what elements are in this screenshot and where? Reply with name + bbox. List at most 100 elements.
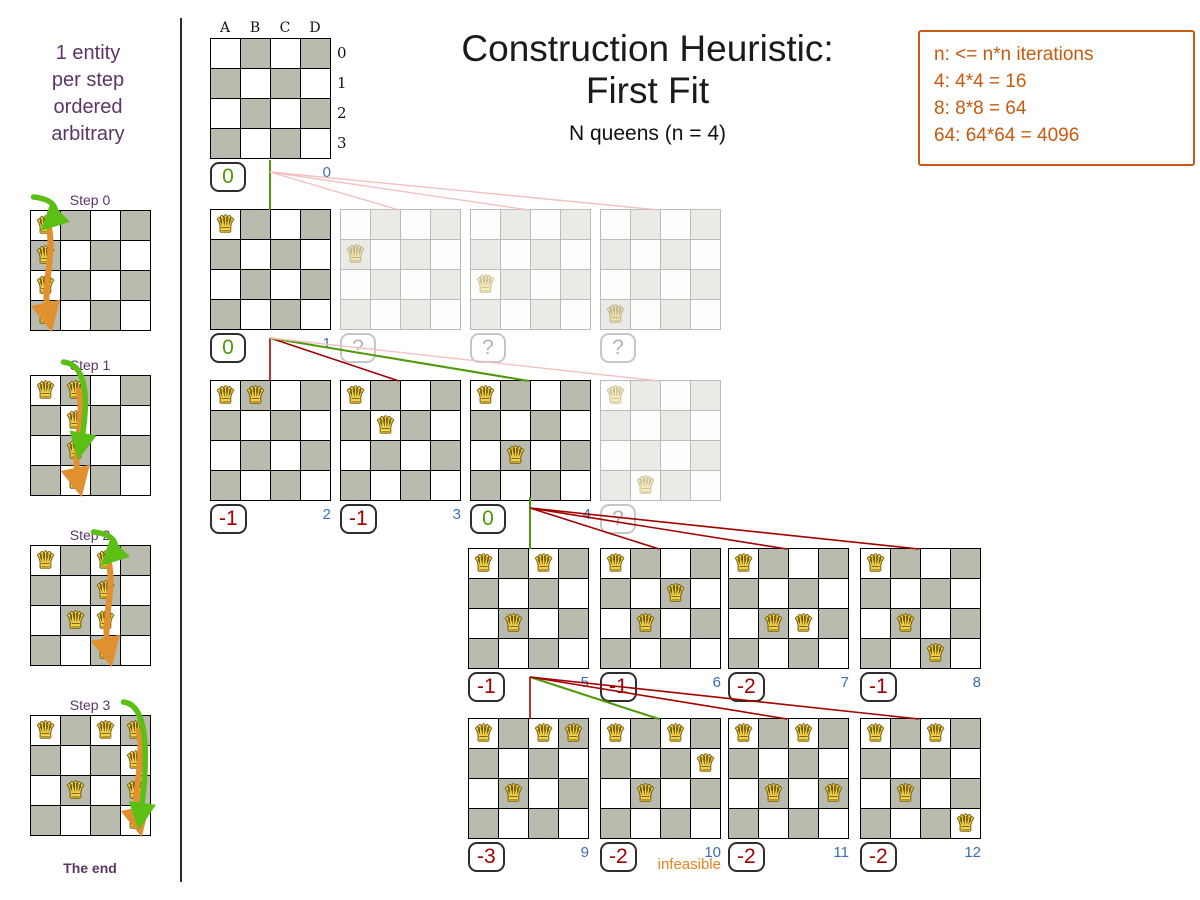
chess-cell: ♛ (499, 779, 528, 808)
chess-cell (301, 270, 330, 299)
chess-cell (91, 436, 120, 465)
chess-cell (951, 609, 980, 638)
chess-cell (91, 376, 120, 405)
chess-cell (661, 549, 690, 578)
chess-cell (631, 210, 660, 239)
chess-cell (241, 240, 270, 269)
chess-cell: ♛ (691, 749, 720, 778)
queen-icon: ♛ (635, 472, 656, 498)
chess-cell (631, 240, 660, 269)
chess-cell (531, 240, 560, 269)
chess-cell (529, 749, 558, 778)
chess-cell (631, 809, 660, 838)
chess-board-node-candidate: ♛ ♛ (600, 380, 721, 501)
queen-icon: ♛ (865, 720, 886, 746)
iteration-index-label: 12 (964, 844, 981, 861)
chess-cell (61, 716, 90, 745)
infeasible-label: infeasible (657, 856, 721, 873)
queen-icon: ♛ (215, 382, 236, 408)
chess-cell: ♛ (891, 779, 920, 808)
chess-cell (401, 381, 430, 410)
score-badge: -2 (600, 842, 637, 872)
chess-cell (561, 210, 590, 239)
chess-cell (759, 749, 788, 778)
chess-cell (861, 749, 890, 778)
chess-cell: ♛ (469, 549, 498, 578)
chess-cell: ♛ (471, 381, 500, 410)
chess-cell (469, 579, 498, 608)
chess-cell: ♛ (31, 241, 60, 270)
chess-cell (31, 806, 60, 835)
chess-cell: ♛ (211, 210, 240, 239)
info-box-line: 4: 4*4 = 16 (934, 70, 1027, 92)
chess-cell (559, 639, 588, 668)
chess-cell (531, 471, 560, 500)
chess-cell (271, 210, 300, 239)
chess-cell: ♛ (819, 779, 848, 808)
chess-cell (31, 636, 60, 665)
queen-icon: ♛ (35, 272, 56, 298)
chess-cell (861, 779, 890, 808)
chess-cell (271, 441, 300, 470)
chess-cell (301, 300, 330, 329)
chess-cell (241, 39, 270, 68)
chess-cell (211, 240, 240, 269)
score-badge: 0 (470, 504, 506, 534)
intro-line: ordered (53, 96, 123, 118)
chess-cell (371, 441, 400, 470)
chess-cell (121, 376, 150, 405)
score-badge: ? (600, 504, 636, 534)
chess-cell (499, 719, 528, 748)
chess-cell (789, 549, 818, 578)
chess-cell: ♛ (31, 546, 60, 575)
chess-cell (691, 719, 720, 748)
chess-cell: ♛ (61, 466, 90, 495)
chess-cell (891, 809, 920, 838)
queen-icon: ♛ (763, 610, 784, 636)
chess-cell: ♛ (921, 719, 950, 748)
queen-icon: ♛ (95, 637, 116, 663)
chess-cell (121, 301, 150, 330)
chess-cell (241, 69, 270, 98)
chess-cell (789, 749, 818, 778)
queen-icon: ♛ (895, 610, 916, 636)
score-badge: 0 (210, 162, 246, 192)
chess-cell (401, 441, 430, 470)
chess-board-node-11: ♛ ♛ ♛ ♛ (728, 718, 849, 839)
chess-cell (789, 809, 818, 838)
chess-cell: ♛ (341, 240, 370, 269)
iteration-index-label: 6 (712, 674, 721, 691)
chess-cell (759, 579, 788, 608)
chess-cell (691, 270, 720, 299)
chess-cell: ♛ (529, 719, 558, 748)
iteration-index-label: 10 (704, 844, 721, 861)
chess-cell (431, 471, 460, 500)
iteration-index-label: 4 (582, 506, 591, 523)
chess-cell (951, 639, 980, 668)
chess-cell (501, 471, 530, 500)
chess-board-node-1: ♛ (210, 209, 331, 330)
queen-icon: ♛ (345, 241, 366, 267)
chess-cell (601, 779, 630, 808)
chess-cell: ♛ (91, 636, 120, 665)
queen-icon: ♛ (65, 777, 86, 803)
queen-icon: ♛ (473, 550, 494, 576)
chess-cell (211, 300, 240, 329)
chess-cell: ♛ (529, 549, 558, 578)
chess-cell (601, 609, 630, 638)
chess-cell (91, 406, 120, 435)
chess-board-node-7: ♛ ♛ ♛ (728, 548, 849, 669)
intro-line: arbitrary (51, 123, 125, 145)
chess-cell (91, 806, 120, 835)
chess-cell (951, 549, 980, 578)
chess-cell: ♛ (31, 301, 60, 330)
chess-cell (211, 270, 240, 299)
chess-cell (91, 211, 120, 240)
chess-cell: ♛ (91, 606, 120, 635)
chess-cell (951, 749, 980, 778)
chess-cell (501, 210, 530, 239)
chess-cell (531, 411, 560, 440)
chess-cell (691, 300, 720, 329)
chess-cell (661, 609, 690, 638)
chess-cell (631, 441, 660, 470)
